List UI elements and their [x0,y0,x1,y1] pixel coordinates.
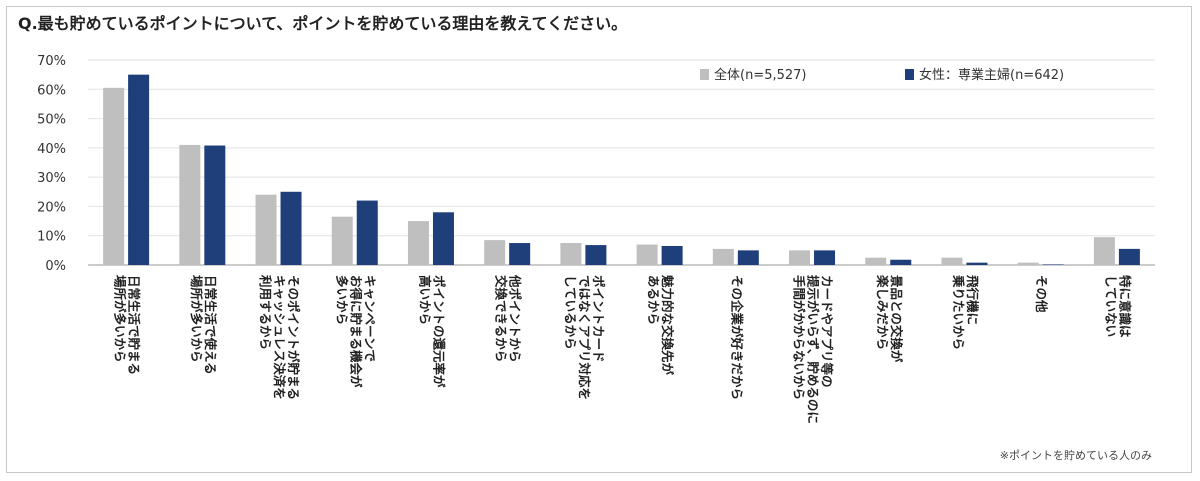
bar-housewife [1118,248,1140,265]
bar-overall [636,244,658,265]
bar-housewife [585,245,607,265]
category-label: その他 [1034,275,1049,313]
category-label: 高いから [417,275,432,325]
legend-label: 全体(n=5,527) [714,67,807,83]
category-label: 日常生活で使える [203,275,218,375]
y-tick-label: 40% [37,142,66,157]
y-tick-label: 0% [45,259,66,274]
category-label: キャンペーンで [362,275,377,362]
category-label: していない [1103,275,1118,337]
bar-overall [331,216,353,265]
legend-label: 女性：専業主婦(n=642) [919,67,1064,83]
bar-overall [255,194,277,265]
y-tick-label: 70% [37,54,66,69]
bar-overall [179,144,201,265]
category-label: 他ポイントから [508,274,523,363]
category-label: 景品との交換が [889,275,904,363]
category-label: 乗りたいから [951,274,966,350]
bar-housewife [737,250,759,265]
category-label: あるから [646,275,661,325]
y-tick-label: 20% [37,200,66,215]
category-label: 日常生活で貯まる [127,275,142,375]
category-label: キャッシュレス決済を [272,275,287,400]
category-label: しているから [563,275,578,350]
bar-housewife [280,191,302,265]
footnote: ※ポイントを貯めている人のみ [999,449,1152,462]
category-label: 飛行機に [965,274,980,325]
category-label: 提示がいらず、貯めるのに [806,275,821,424]
legend-swatch [700,69,709,80]
bar-overall [407,221,429,265]
bar-overall [789,250,811,265]
category-label: 利用するから [258,275,273,350]
y-tick-label: 50% [37,113,66,128]
bar-housewife [128,74,150,266]
bar-overall [484,240,506,265]
bar-housewife [890,259,912,265]
category-label: 楽しみだから [875,274,890,350]
bar-overall [1017,262,1039,265]
bar-housewife [814,250,836,265]
bar-overall [712,248,734,265]
bars [103,74,1140,266]
category-label: 特に意識は [1117,275,1132,338]
y-tick-label: 30% [37,171,66,186]
category-label: お得に貯まる機会が [348,275,363,388]
gridlines [88,59,1155,266]
category-label: ポイントカード [591,275,606,363]
y-tick-label: 60% [37,83,66,98]
bar-housewife [356,200,378,265]
category-label: 魅力的な交換先が [660,275,675,376]
y-tick-label: 10% [37,230,66,245]
category-label: 場所が多いから [189,275,204,363]
category-label: そのポイントが貯まる [286,275,301,400]
bar-overall [1093,237,1115,265]
bar-overall [941,257,963,265]
bar-housewife [661,245,683,265]
chart-title: Q.最も貯めているポイントについて、ポイントを貯めている理由を教えてください。 [18,14,628,33]
category-label: カードやアプリ等の [820,275,835,388]
chart-frame [6,6,1192,473]
bar-housewife [432,212,454,265]
category-label: 場所が多いから [113,275,128,363]
bar-overall [103,87,125,265]
bar-overall [865,257,887,265]
bar-housewife [1042,264,1064,265]
category-label: ポイントの還元率が [431,275,446,388]
category-label: その企業が好きだから [729,275,744,400]
bar-housewife [204,145,226,265]
legend: 全体(n=5,527) 女性：専業主婦(n=642) [700,67,1064,83]
category-label: 交換できるから [494,275,509,362]
category-label: 手間がかからないから [792,275,807,400]
category-label: ではなくアプリ対応を [577,275,592,400]
legend-swatch [905,69,914,80]
bar-housewife [966,262,988,265]
category-label: 多いから [334,275,349,325]
y-axis-ticks: 0% 10% 20% 30% 40% 50% 60% 70% [37,54,66,274]
bar-housewife [509,243,531,265]
bar-overall [560,243,582,265]
